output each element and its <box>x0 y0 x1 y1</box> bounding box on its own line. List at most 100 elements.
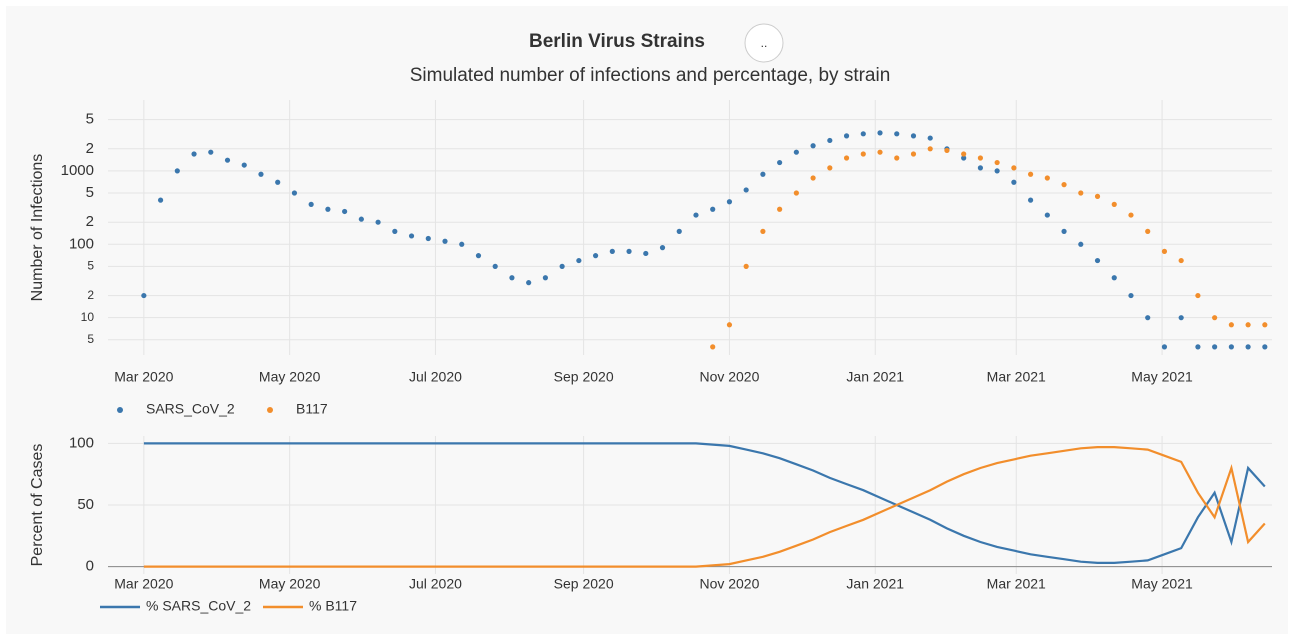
point <box>710 344 716 350</box>
point <box>626 248 632 254</box>
point <box>977 165 984 171</box>
point <box>1161 248 1168 254</box>
y-axis-title: Number of Infections <box>29 154 46 302</box>
point <box>308 201 314 207</box>
point <box>743 263 749 269</box>
point <box>241 162 247 168</box>
x-tick-label: Sep 2020 <box>554 369 614 385</box>
menu-button[interactable] <box>744 23 784 63</box>
x-tick-label: May 2020 <box>259 576 321 592</box>
point <box>492 263 498 269</box>
point <box>509 275 515 281</box>
point <box>961 151 967 157</box>
y-tick-label: 100 <box>69 434 94 451</box>
point <box>843 133 850 139</box>
y-tick-label: 5 <box>87 332 94 346</box>
point <box>174 168 180 174</box>
point <box>1145 315 1151 321</box>
y-tick-label: 5 <box>86 111 94 128</box>
point <box>459 241 465 247</box>
point <box>910 133 917 139</box>
point <box>676 228 682 234</box>
point <box>1212 315 1218 321</box>
point <box>1061 182 1067 188</box>
point <box>810 143 816 149</box>
point <box>1145 228 1151 234</box>
point <box>224 157 231 163</box>
point <box>1195 292 1201 299</box>
point <box>793 190 799 196</box>
point <box>927 146 933 152</box>
series-line <box>143 442 1266 564</box>
point <box>1128 212 1134 218</box>
legend-marker <box>267 407 273 413</box>
point <box>877 149 883 155</box>
x-tick-label: Nov 2020 <box>699 369 759 385</box>
point <box>1262 344 1268 350</box>
x-tick-label: Mar 2021 <box>987 369 1046 385</box>
y-tick-label: 5 <box>86 184 94 201</box>
menu-button-label[interactable]: .. <box>761 36 768 50</box>
point <box>927 135 933 141</box>
point <box>592 253 599 259</box>
point <box>425 235 431 242</box>
legend-marker <box>117 407 123 413</box>
point <box>1111 275 1117 281</box>
y-tick-label: 2 <box>86 213 94 230</box>
point <box>141 292 147 299</box>
x-tick-label: Jan 2021 <box>846 369 904 385</box>
y-tick-label: 10 <box>81 310 95 324</box>
point <box>1044 212 1050 218</box>
point <box>860 151 866 157</box>
point <box>559 263 565 269</box>
point <box>1094 257 1101 264</box>
chart-subtitle: Simulated number of infections and perce… <box>410 65 891 86</box>
x-tick-label: Mar 2021 <box>987 576 1046 592</box>
point <box>208 149 214 155</box>
point <box>860 131 866 137</box>
point <box>1011 165 1017 171</box>
point <box>1027 171 1034 177</box>
point <box>1078 190 1084 196</box>
point <box>693 212 699 218</box>
point <box>392 228 398 234</box>
series-line <box>143 446 1266 568</box>
x-tick-label: Jul 2020 <box>409 369 462 385</box>
point <box>609 248 615 254</box>
point <box>1094 193 1101 199</box>
point <box>191 151 197 157</box>
point <box>1161 344 1168 350</box>
point <box>793 149 799 155</box>
chart-title: Berlin Virus Strains <box>529 31 705 52</box>
point <box>1228 344 1234 350</box>
legend-label: % B117 <box>309 598 357 614</box>
point <box>157 197 164 203</box>
point <box>760 228 766 234</box>
x-tick-label: May 2021 <box>1131 576 1193 592</box>
point <box>542 275 548 281</box>
legend-label: % SARS_CoV_2 <box>146 598 251 614</box>
point <box>977 155 984 161</box>
point <box>375 219 381 225</box>
point <box>526 280 532 286</box>
y-tick-label: 2 <box>87 288 94 302</box>
point <box>777 159 783 166</box>
point <box>1212 344 1218 350</box>
x-tick-label: Mar 2020 <box>114 369 173 385</box>
legend-label: SARS_CoV_2 <box>146 401 235 417</box>
point <box>475 253 482 259</box>
point <box>961 155 967 161</box>
point <box>1027 197 1034 203</box>
y-tick-label: 5 <box>87 259 94 273</box>
point <box>777 206 783 212</box>
point <box>576 257 582 264</box>
point <box>827 137 833 144</box>
point <box>994 159 1000 166</box>
point <box>710 206 716 212</box>
point <box>325 206 331 212</box>
point <box>258 171 264 177</box>
point <box>643 250 649 257</box>
point <box>1245 344 1251 350</box>
y-axis-title: Percent of Cases <box>29 444 46 567</box>
